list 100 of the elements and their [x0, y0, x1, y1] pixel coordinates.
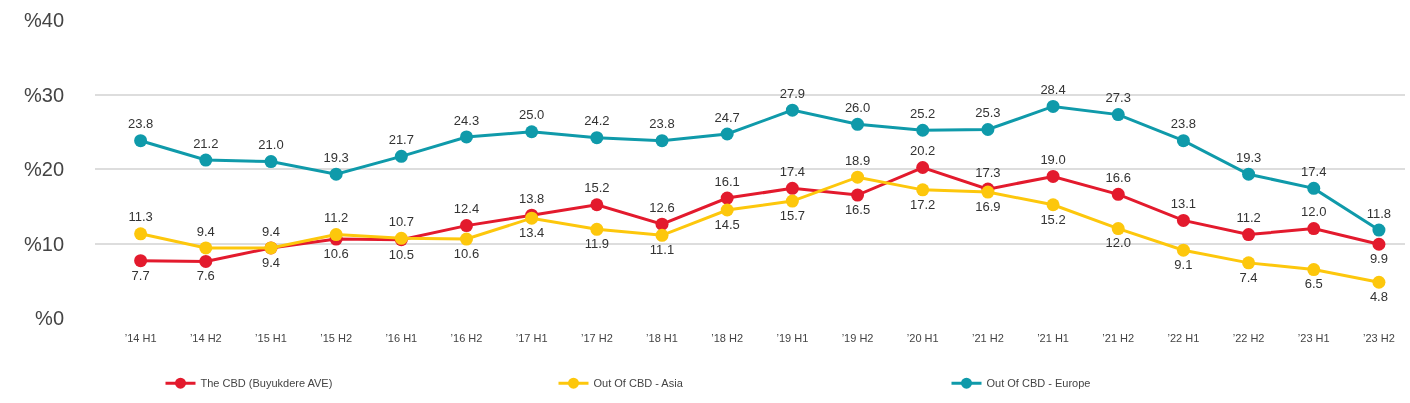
point	[1176, 134, 1190, 148]
x-tick-label: ’19 H2	[841, 332, 874, 344]
data-label: 11.2	[1236, 210, 1261, 226]
data-label: 7.6	[196, 268, 215, 284]
x-tick-label: ’18 H2	[711, 332, 744, 344]
data-label: 4.8	[1369, 289, 1388, 305]
data-label: 23.8	[649, 116, 675, 132]
data-label: 11.2	[323, 210, 349, 226]
point	[655, 134, 669, 148]
x-tick-label: ’16 H2	[450, 332, 483, 344]
data-label: 17.3	[975, 164, 1001, 180]
point	[1372, 223, 1386, 237]
point	[134, 254, 148, 268]
data-label: 19.0	[1040, 152, 1066, 168]
x-tick-label: ’22 H1	[1167, 332, 1200, 344]
data-label: 19.3	[1235, 149, 1262, 165]
point	[1372, 275, 1386, 289]
point	[1046, 99, 1060, 113]
point	[720, 127, 734, 141]
x-tick-label: ’16 H1	[385, 332, 418, 344]
point	[460, 219, 473, 233]
point	[590, 222, 604, 236]
data-label: 24.7	[714, 109, 740, 125]
point	[916, 161, 930, 174]
point	[460, 130, 473, 144]
y-tick-label: %40	[23, 9, 64, 31]
point	[525, 125, 539, 139]
data-label: 12.6	[649, 199, 675, 215]
y-tick-label: %20	[23, 158, 64, 180]
point	[785, 103, 799, 117]
point	[851, 188, 865, 202]
point	[1307, 222, 1321, 236]
data-label: 9.4	[261, 223, 281, 239]
data-label: 7.4	[1239, 269, 1258, 285]
x-tick-label: ’19 H1	[776, 332, 809, 344]
data-label: 21.0	[258, 137, 284, 153]
point	[981, 123, 995, 136]
point	[1176, 243, 1190, 257]
point	[264, 155, 278, 169]
data-label: 17.4	[1301, 163, 1327, 179]
x-tick-label: ’21 H2	[971, 332, 1004, 344]
point	[785, 181, 799, 195]
data-label: 20.2	[910, 143, 936, 159]
point	[199, 241, 213, 255]
x-tick-label: ’23 H1	[1297, 332, 1330, 344]
data-label: 10.7	[388, 213, 414, 229]
data-label: 16.9	[975, 198, 1001, 214]
point	[199, 153, 213, 167]
data-label: 11.9	[584, 236, 610, 252]
point	[1111, 108, 1125, 122]
data-label: 16.5	[844, 201, 871, 217]
data-label: 10.6	[453, 245, 480, 261]
point	[134, 227, 148, 241]
point	[460, 232, 473, 246]
data-label: 28.4	[1040, 82, 1066, 98]
data-label: 11.8	[1366, 205, 1392, 221]
point	[1111, 187, 1125, 201]
data-label: 9.4	[196, 223, 215, 239]
point	[1111, 222, 1125, 236]
x-tick-label: ’17 H2	[580, 332, 613, 344]
x-tick-label: ’21 H2	[1102, 332, 1135, 344]
data-label: 18.9	[844, 152, 871, 168]
data-label: 25.0	[519, 107, 545, 123]
data-label: 15.2	[584, 180, 610, 196]
data-label: 24.3	[453, 112, 480, 128]
point	[329, 228, 343, 242]
data-label: 7.7	[131, 267, 150, 283]
data-label: 23.8	[127, 116, 154, 132]
data-label: 26.0	[844, 99, 871, 115]
data-label: 17.4	[779, 163, 806, 179]
data-label: 13.1	[1170, 196, 1197, 212]
data-label: 25.2	[910, 105, 936, 121]
data-label: 9.9	[1369, 251, 1388, 267]
data-label: 16.6	[1105, 169, 1131, 185]
x-tick-label: ’14 H2	[189, 332, 222, 344]
x-tick-label: ’17 H1	[515, 332, 548, 344]
data-label: 24.2	[584, 113, 610, 129]
data-label: 21.2	[193, 135, 219, 151]
point	[916, 183, 930, 197]
point	[785, 194, 799, 208]
point	[1046, 198, 1060, 212]
point	[916, 123, 930, 137]
data-label: 14.5	[714, 216, 740, 232]
point	[655, 228, 669, 242]
x-tick-label: ’23 H2	[1363, 332, 1395, 344]
point	[394, 149, 408, 163]
data-label: 12.0	[1105, 235, 1131, 251]
data-label: 27.9	[779, 85, 806, 101]
data-label: 21.7	[388, 131, 414, 147]
data-label: 9.1	[1174, 257, 1193, 273]
point	[329, 167, 343, 181]
point	[134, 134, 148, 148]
data-label: 13.4	[519, 225, 545, 241]
point	[1307, 263, 1321, 277]
x-tick-label: ’15 H2	[320, 332, 353, 344]
y-tick-label: %30	[23, 83, 64, 106]
data-label: 11.1	[649, 242, 675, 258]
data-label: 10.6	[323, 245, 349, 261]
x-tick-label: ’21 H1	[1037, 332, 1069, 344]
point	[1176, 213, 1190, 227]
